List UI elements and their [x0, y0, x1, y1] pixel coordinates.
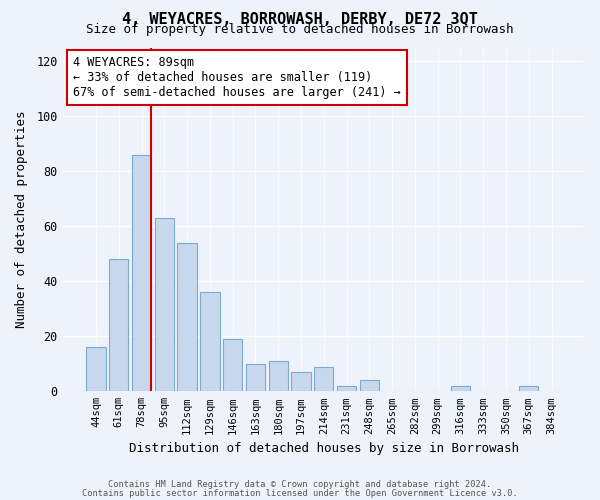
X-axis label: Distribution of detached houses by size in Borrowash: Distribution of detached houses by size …	[129, 442, 519, 455]
Text: 4 WEYACRES: 89sqm
← 33% of detached houses are smaller (119)
67% of semi-detache: 4 WEYACRES: 89sqm ← 33% of detached hous…	[73, 56, 401, 99]
Text: Contains HM Land Registry data © Crown copyright and database right 2024.: Contains HM Land Registry data © Crown c…	[109, 480, 491, 489]
Text: Size of property relative to detached houses in Borrowash: Size of property relative to detached ho…	[86, 24, 514, 36]
Bar	[223, 339, 242, 392]
Bar	[451, 386, 470, 392]
Bar	[519, 386, 538, 392]
Bar	[155, 218, 174, 392]
Bar	[178, 243, 197, 392]
Bar	[292, 372, 311, 392]
Bar	[337, 386, 356, 392]
Bar	[86, 348, 106, 392]
Bar	[109, 260, 128, 392]
Bar	[132, 155, 151, 392]
Y-axis label: Number of detached properties: Number of detached properties	[15, 110, 28, 328]
Text: 4, WEYACRES, BORROWASH, DERBY, DE72 3QT: 4, WEYACRES, BORROWASH, DERBY, DE72 3QT	[122, 12, 478, 28]
Bar	[246, 364, 265, 392]
Text: Contains public sector information licensed under the Open Government Licence v3: Contains public sector information licen…	[82, 488, 518, 498]
Bar	[200, 292, 220, 392]
Bar	[269, 361, 288, 392]
Bar	[314, 366, 334, 392]
Bar	[359, 380, 379, 392]
